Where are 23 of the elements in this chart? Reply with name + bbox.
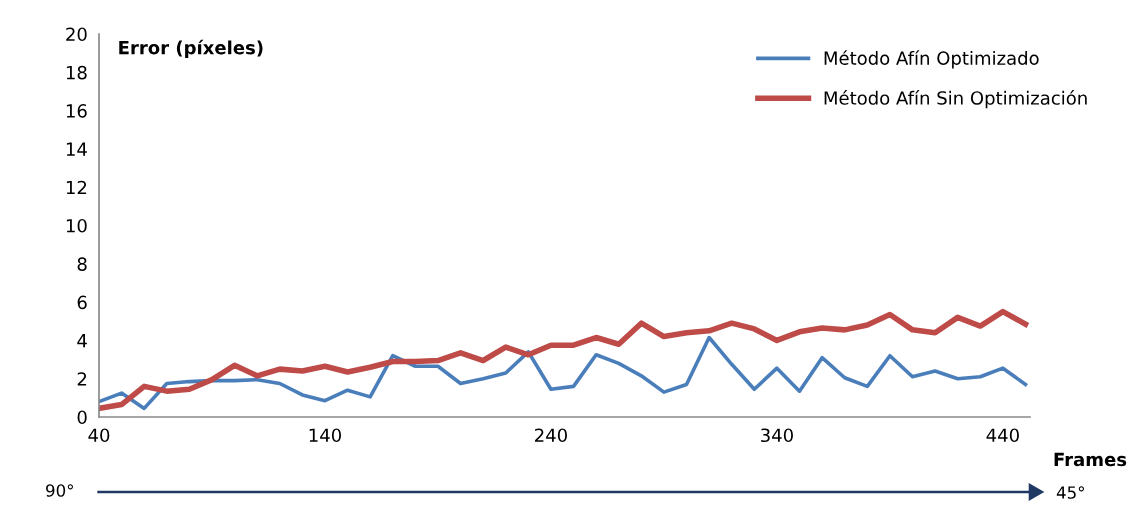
y-tick-label: 20 bbox=[66, 27, 87, 42]
y-tick-label: 18 bbox=[66, 65, 87, 80]
x-tick-label: 340 bbox=[761, 428, 793, 443]
line-series bbox=[99, 335, 1028, 411]
x-axis-title: Frames bbox=[1054, 452, 1127, 467]
y-tick-label: 10 bbox=[66, 218, 87, 233]
legend-label: Método Afín Sin Optimización bbox=[824, 90, 1087, 109]
text: 90° bbox=[46, 484, 73, 497]
y-tick-label: 0 bbox=[77, 410, 87, 425]
y-axis-title: Error (píxeles) bbox=[119, 39, 263, 58]
x-tick-label: 40 bbox=[88, 428, 110, 443]
y-tick-label: 12 bbox=[66, 180, 87, 195]
x-tick-label: 440 bbox=[986, 428, 1019, 443]
y-tick-label: 8 bbox=[77, 257, 87, 271]
y-tick-label: 4 bbox=[77, 334, 87, 348]
y-tick-label: 16 bbox=[66, 104, 87, 118]
x-tick-label: 240 bbox=[535, 428, 567, 443]
y-tick-label: 14 bbox=[66, 142, 87, 156]
y-tick-label: 6 bbox=[77, 295, 87, 310]
text: 45° bbox=[1056, 486, 1084, 499]
x-tick-label: 140 bbox=[309, 428, 341, 443]
y-tick-label: 2 bbox=[77, 372, 87, 386]
legend-label: Método Afín Optimizado bbox=[824, 50, 1039, 69]
